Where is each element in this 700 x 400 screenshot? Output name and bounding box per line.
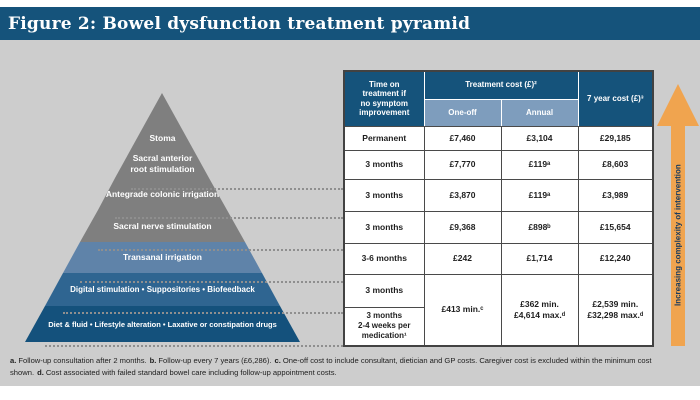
table-row-sacral-anterior-root-stimulation: 3 months £7,770 £119ᵃ £8,603 bbox=[343, 149, 654, 180]
cell-one-off: £7,460 bbox=[423, 125, 502, 151]
pyramid-level-label: Antegrade colonic irrigation bbox=[105, 188, 220, 199]
cell-7-year: £3,989 bbox=[577, 178, 654, 212]
col-header-annual: Annual bbox=[500, 98, 579, 127]
pyramid-level-digital-stimulation: Digital stimulation • Suppositories • Bi… bbox=[45, 273, 280, 306]
level-separator-line bbox=[115, 217, 343, 219]
pyramid-level-sacral-nerve-stimulation: Sacral nerve stimulation bbox=[80, 210, 245, 242]
level-separator-line bbox=[63, 312, 343, 314]
footnote-label: c. bbox=[274, 356, 281, 365]
table-row-digital-stimulation: 3 months £413 min.ᶜ £362 min. £4,614 max… bbox=[343, 273, 654, 347]
footnotes: a. Follow-up consultation after 2 months.… bbox=[10, 355, 694, 379]
cell-annual: £1,714 bbox=[500, 242, 579, 275]
table-row-sacral-nerve-stimulation: 3 months £9,368 £898ᵇ £15,654 bbox=[343, 210, 654, 244]
cell-7-year: £8,603 bbox=[577, 149, 654, 180]
cell-time: 3-6 months bbox=[343, 242, 425, 275]
arrow-body bbox=[671, 125, 685, 346]
cell-7-year: £2,539 min. £32,298 max.ᵈ bbox=[577, 273, 654, 347]
footnote-text: Follow-up every 7 years (£6,286). bbox=[158, 356, 272, 365]
figure-title-bar: Figure 2: Bowel dysfunction treatment py… bbox=[0, 7, 700, 40]
pyramid-level-label: Diet & fluid • Lifestyle alteration • La… bbox=[48, 319, 277, 329]
table-row-antegrade-colonic-irrigation: 3 months £3,870 £119ᵃ £3,989 bbox=[343, 178, 654, 212]
cell-annual: £3,104 bbox=[500, 125, 579, 151]
pyramid-level-label: Transanal irrigation bbox=[123, 252, 202, 263]
complexity-arrow: Increasing complexity of intervention bbox=[657, 84, 699, 346]
col-header-time-on-treatment: Time on treatment if no symptom improvem… bbox=[343, 70, 425, 127]
pyramid-level-label: Sacral anterior root stimulation bbox=[130, 153, 195, 174]
level-separator-line bbox=[45, 345, 343, 347]
pyramid-level-stoma: Stoma bbox=[131, 93, 193, 149]
col-header-7-year-cost: 7 year cost (£)³ bbox=[577, 70, 654, 127]
cell-annual: £898ᵇ bbox=[500, 210, 579, 244]
table-row-diet-and-fluid: 3 months 2-4 weeks per medication¹ bbox=[343, 306, 653, 347]
pyramid-level-sacral-anterior-root-stimulation: Sacral anterior root stimulation bbox=[115, 149, 209, 178]
pyramid-level-transanal-irrigation: Transanal irrigation bbox=[63, 242, 262, 273]
footnote-text: Follow-up consultation after 2 months. bbox=[18, 356, 147, 365]
level-separator-line bbox=[80, 281, 343, 283]
cell-7-year: £15,654 bbox=[577, 210, 654, 244]
pyramid-level-label: Stoma bbox=[149, 132, 176, 143]
cell-time: 3 months bbox=[343, 210, 425, 244]
cost-table: Time on treatment if no symptom improvem… bbox=[343, 70, 655, 347]
cell-one-off: £7,770 bbox=[423, 149, 502, 180]
col-header-one-off: One-off bbox=[423, 98, 502, 127]
cell-time: Permanent bbox=[343, 125, 425, 151]
pyramid-level-antegrade-colonic-irrigation: Antegrade colonic irrigation bbox=[98, 178, 227, 210]
cell-one-off: £413 min.ᶜ bbox=[423, 273, 502, 347]
cell-one-off: £242 bbox=[423, 242, 502, 275]
footnote-label: a. bbox=[10, 356, 17, 365]
cell-time: 3 months bbox=[343, 178, 425, 212]
footnote-label: d. bbox=[37, 367, 44, 377]
arrow-up-icon bbox=[657, 84, 699, 126]
col-header-treatment-cost: Treatment cost (£)² bbox=[423, 70, 579, 100]
table-row-stoma: Permanent £7,460 £3,104 £29,185 bbox=[343, 125, 654, 151]
cell-one-off: £3,870 bbox=[423, 178, 502, 212]
pyramid-level-label: Sacral nerve stimulation bbox=[113, 220, 212, 231]
footnote-text: Cost associated with failed standard bow… bbox=[45, 367, 337, 377]
cell-time: 3 months bbox=[343, 149, 425, 180]
cell-one-off: £9,368 bbox=[423, 210, 502, 244]
cell-time: 3 months 2-4 weeks per medication¹ bbox=[343, 306, 425, 347]
level-separator-line bbox=[131, 188, 343, 190]
cell-time: 3 months bbox=[343, 273, 425, 308]
cell-7-year: £29,185 bbox=[577, 125, 654, 151]
cell-annual: £119ᵃ bbox=[500, 178, 579, 212]
level-separator-line bbox=[98, 249, 343, 251]
footnote-text: One-off cost to include consultant, diet… bbox=[10, 356, 652, 377]
figure-title: Figure 2: Bowel dysfunction treatment py… bbox=[8, 13, 471, 34]
cell-annual: £119ᵃ bbox=[500, 149, 579, 180]
table-row-transanal-irrigation: 3-6 months £242 £1,714 £12,240 bbox=[343, 242, 654, 275]
cell-annual: £362 min. £4,614 max.ᵈ bbox=[500, 273, 579, 347]
arrow-label: Increasing complexity of intervention bbox=[673, 164, 683, 307]
figure-panel: Stoma Sacral anterior root stimulation A… bbox=[0, 40, 700, 386]
cell-7-year: £12,240 bbox=[577, 242, 654, 275]
pyramid-level-label: Digital stimulation • Suppositories • Bi… bbox=[70, 284, 255, 294]
footnote-label: b. bbox=[149, 356, 157, 365]
